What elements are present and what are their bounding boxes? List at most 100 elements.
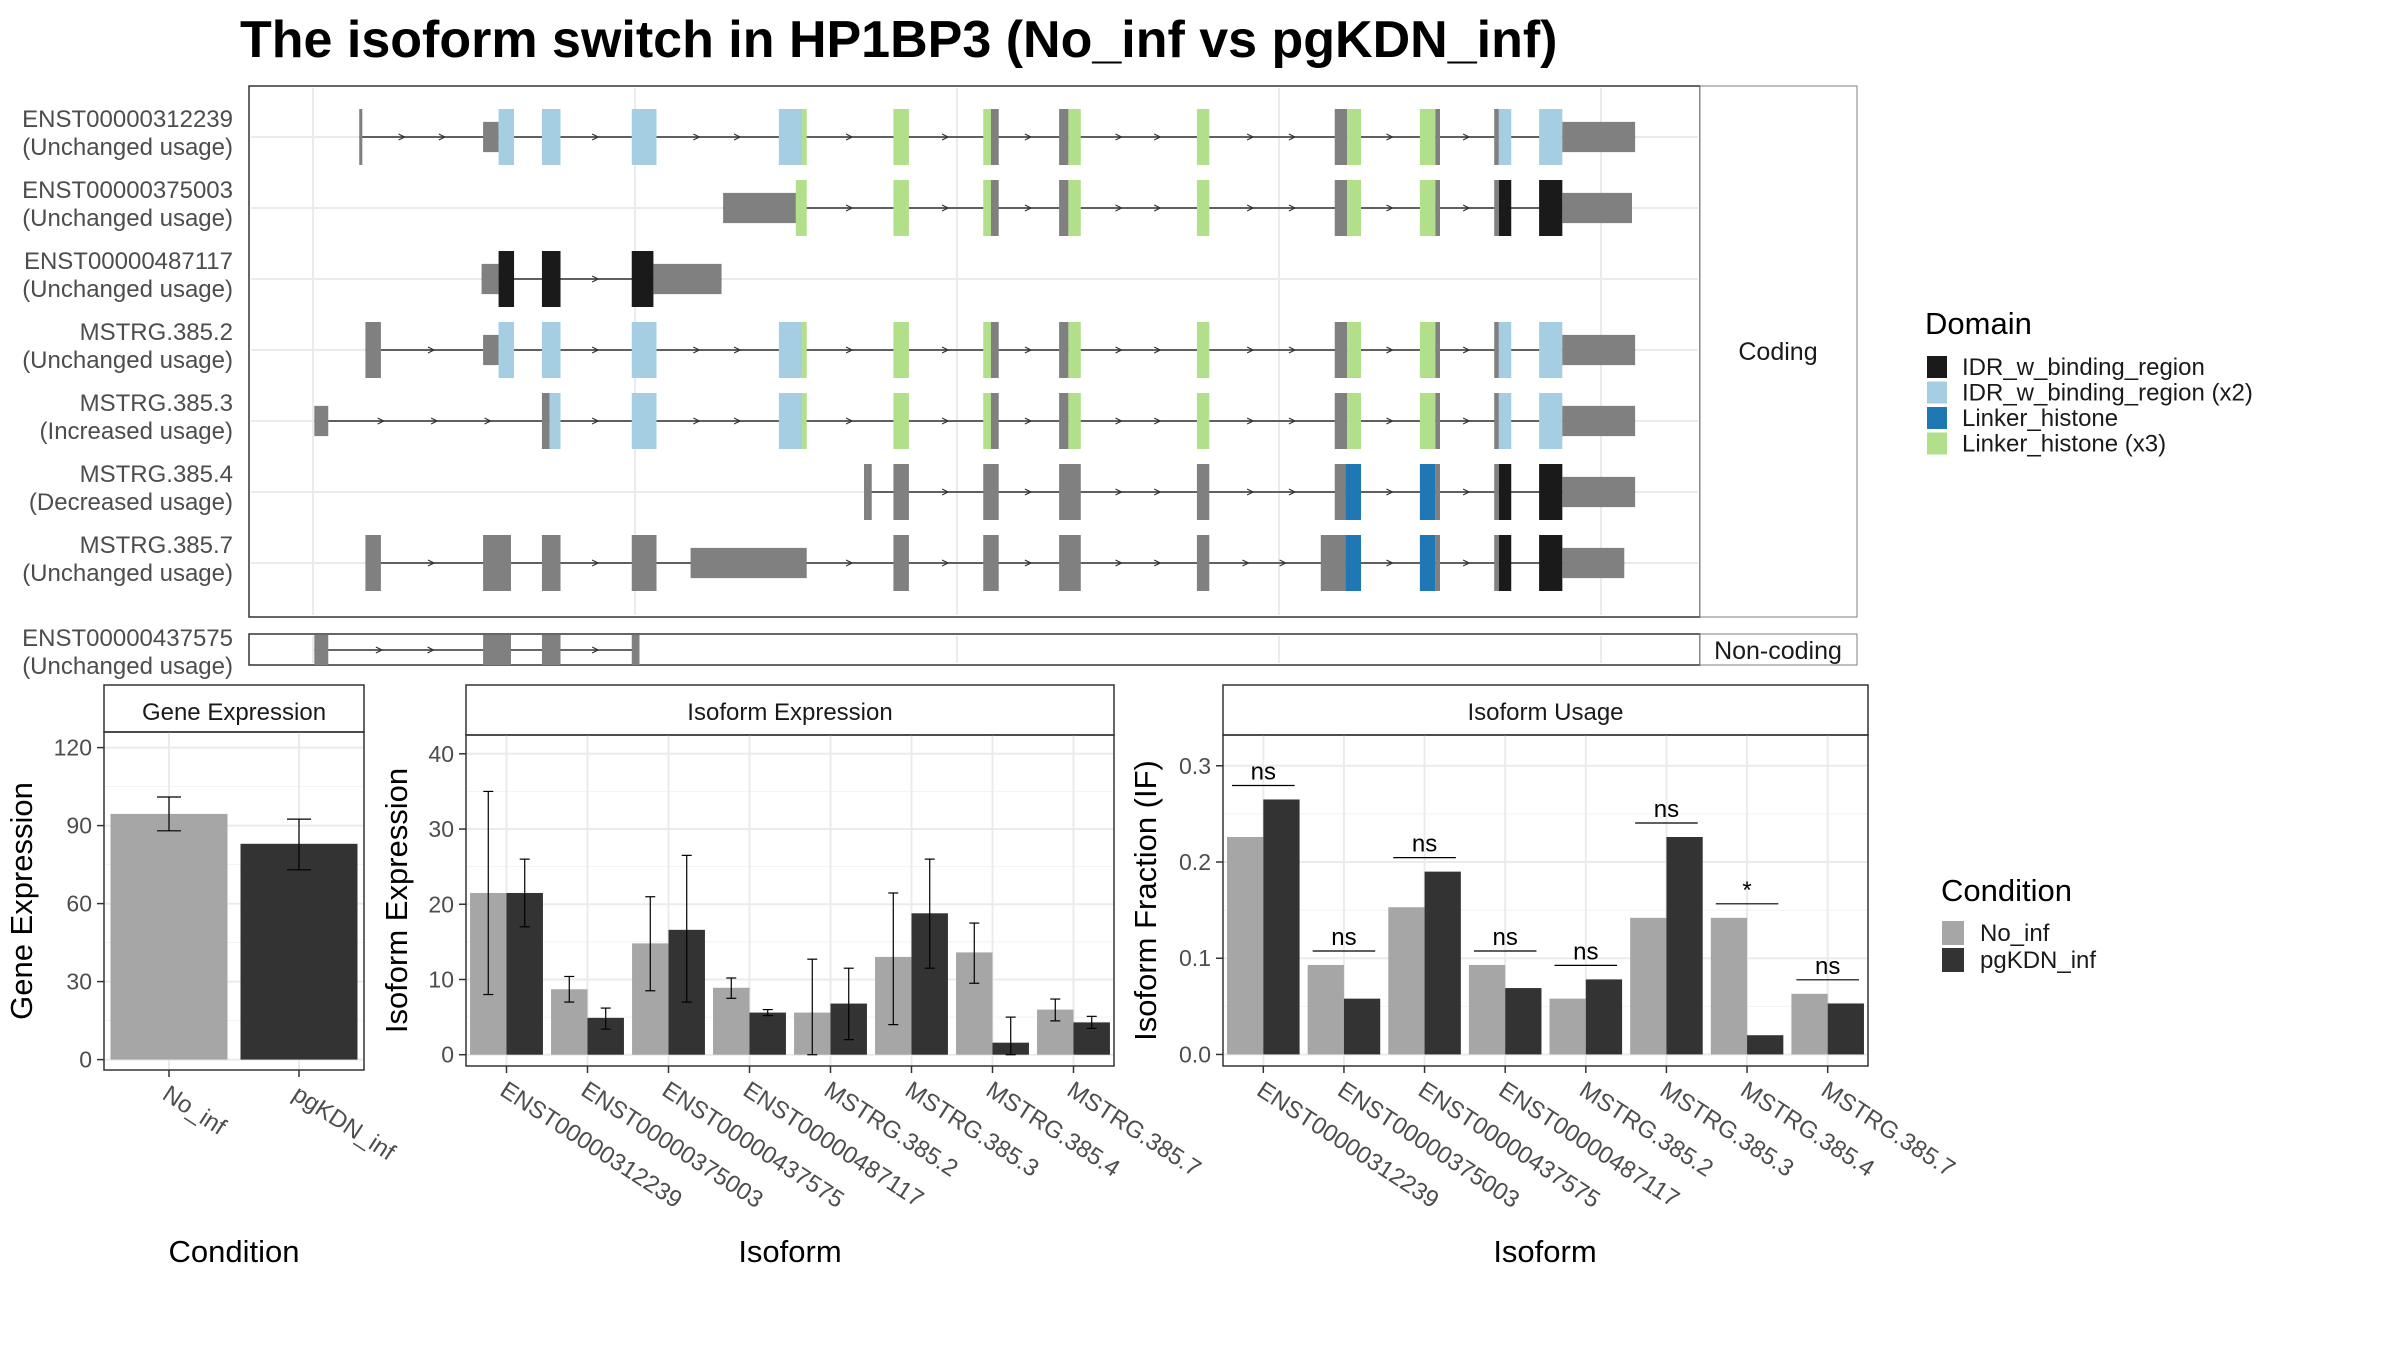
domain-block [1196,322,1210,378]
domain-block [802,109,807,165]
transcript-id-label: MSTRG.385.7 [80,532,233,559]
exon-block [1562,405,1636,437]
intron-arrow [1386,204,1394,212]
significance-label: ns [1815,953,1840,980]
exon-block [1435,464,1441,520]
intron-arrow [1246,488,1255,496]
domain-block [778,109,803,165]
intron-arrow [1462,488,1471,496]
intron-arrow [1024,417,1033,425]
exon-block [653,263,722,295]
domain-block [983,180,991,236]
domain-block [498,322,515,378]
exon-block [983,535,999,591]
exon-block [990,109,999,165]
bar [1791,993,1828,1055]
domain-block [498,251,515,307]
exon-block [1059,180,1069,236]
domain-block [1196,393,1210,449]
intron-arrow [1246,346,1255,354]
domain-block [802,322,807,378]
bar [1549,998,1586,1055]
exon-block [990,322,999,378]
intron-arrow [1246,417,1255,425]
transcript-id-label: MSTRG.385.2 [80,319,233,346]
intron-arrow [591,559,600,567]
transcript-structure-panel: CodingNon-codingENST00000312239(Unchange… [22,85,1858,680]
domain-block [1347,180,1362,236]
intron-arrow [1246,204,1255,212]
transcript-row-MSTRG.385.2: MSTRG.385.2(Unchanged usage) [22,319,1636,378]
exon-block [1435,180,1441,236]
exon-block [1435,322,1441,378]
y-axis-title: Isoform Fraction (IF) [1128,760,1163,1041]
exon-block [631,535,657,591]
domain-block [802,393,807,449]
intron-arrow [1242,559,1250,567]
y-tick-label: 10 [428,966,454,992]
bar [1827,1003,1864,1055]
intron-arrow [693,346,701,354]
y-tick-label: 0.1 [1179,945,1211,971]
intron-arrow [941,417,950,425]
panel-title: Isoform Usage [1467,699,1623,726]
bar [1227,836,1264,1055]
exon-block [990,180,999,236]
transcript-id-label: ENST00000375003 [22,177,233,204]
domain-legend-label: IDR_w_binding_region [1962,354,2205,381]
transcript-id-label: ENST00000312239 [22,106,233,133]
domain-block [631,322,657,378]
domain-block [1498,109,1512,165]
exon-block [541,635,561,665]
intron-arrow [1024,133,1033,141]
intron-arrow [1386,346,1394,354]
exon-block [1334,109,1348,165]
main-title: The isoform switch in HP1BP3 (No_inf vs … [240,11,1557,69]
domain-block [1068,109,1081,165]
intron-arrow [845,133,854,141]
domain-block [893,322,909,378]
domain-block [541,251,561,307]
domain-block [1347,322,1362,378]
domain-block [631,393,657,449]
y-tick-label: 120 [54,735,92,761]
bar [1630,917,1667,1055]
intron-arrow [941,346,950,354]
exon-block [1562,121,1636,153]
intron-arrow [1115,488,1123,496]
y-axis-title: Gene Expression [4,782,39,1020]
intron-arrow [1279,559,1287,567]
y-tick-label: 40 [428,741,454,767]
significance-label: ns [1412,831,1437,858]
domain-block [893,109,909,165]
domain-block [778,393,803,449]
intron-arrow [1115,346,1123,354]
exon-block [1494,393,1499,449]
panel-title-strip [103,684,365,733]
bar [1424,871,1461,1055]
exon-block [1320,535,1346,591]
isoform-expression-chart: Isoform Expression010203040ENST000003122… [379,684,1206,1269]
transcript-status-label: (Unchanged usage) [22,205,233,232]
condition-legend-label: No_inf [1980,920,2050,947]
intron-arrow [591,346,600,354]
intron-arrow [733,133,742,141]
domain-block [1196,180,1210,236]
intron-arrow [1115,417,1123,425]
domain-block [1498,393,1512,449]
intron-arrow [1246,133,1255,141]
intron-arrow [1288,133,1297,141]
x-tick-label: MSTRG.385.7 [1062,1076,1205,1182]
y-tick-label: 20 [428,891,454,917]
domain-block [1196,109,1210,165]
transcript-status-label: (Unchanged usage) [22,276,233,303]
domain-block [541,322,561,378]
intron-arrow [1288,346,1297,354]
domain-legend-swatch [1927,356,1947,378]
intron-arrow [1115,204,1123,212]
exon-block [1435,109,1441,165]
domain-block [1419,109,1436,165]
exon-block [1196,464,1210,520]
panel-title: Gene Expression [142,699,326,726]
